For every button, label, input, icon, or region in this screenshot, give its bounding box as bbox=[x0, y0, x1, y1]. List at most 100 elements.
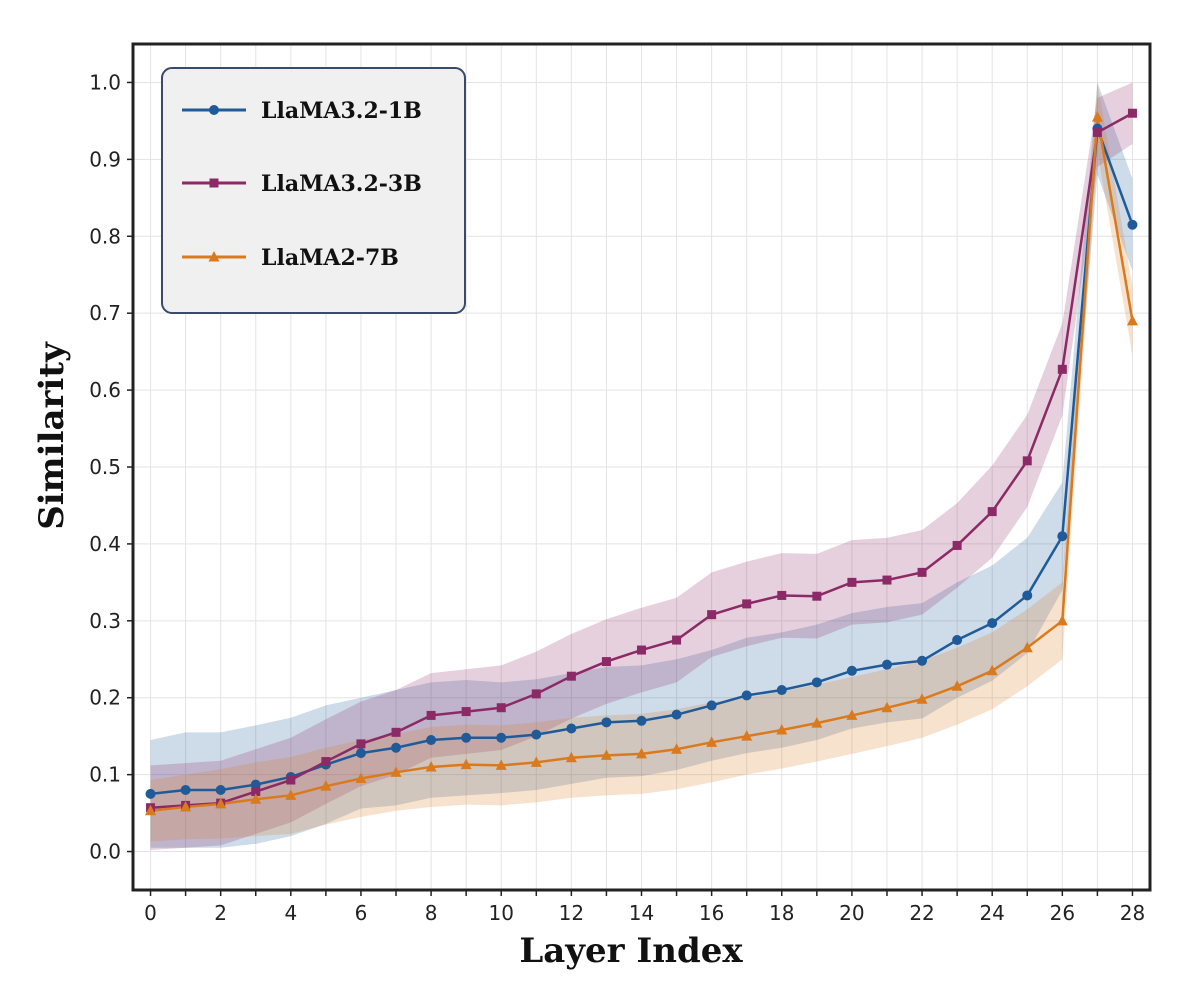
x-tick-label: 22 bbox=[909, 901, 934, 925]
confidence-band-2 bbox=[150, 82, 1133, 851]
data-point-2 bbox=[987, 507, 997, 517]
data-point-3 bbox=[846, 709, 858, 720]
data-point-2 bbox=[1057, 364, 1067, 374]
data-point-2 bbox=[742, 599, 752, 609]
data-point-2 bbox=[496, 703, 506, 713]
series-markers bbox=[145, 108, 1138, 816]
data-point-2 bbox=[286, 775, 296, 785]
data-point-3 bbox=[636, 747, 647, 759]
data-point-2 bbox=[461, 707, 471, 717]
y-axis-title: Similarity bbox=[32, 341, 72, 530]
data-point-2 bbox=[251, 787, 261, 797]
data-point-1 bbox=[531, 729, 542, 740]
y-tick-label: 0.3 bbox=[89, 609, 121, 633]
data-point-1 bbox=[811, 677, 822, 688]
data-point-3 bbox=[390, 766, 402, 777]
data-point-1 bbox=[917, 655, 928, 666]
data-point-3 bbox=[706, 736, 718, 747]
data-point-1 bbox=[636, 715, 647, 726]
data-point-3 bbox=[425, 760, 437, 772]
data-point-3 bbox=[530, 756, 542, 767]
data-point-2 bbox=[566, 671, 576, 681]
data-point-3 bbox=[1126, 314, 1138, 326]
data-point-3 bbox=[986, 664, 998, 676]
data-point-3 bbox=[776, 724, 788, 735]
legend-entries: LlaMA3.2-1B LlaMA3.2-3B LlaMA2-7B bbox=[182, 98, 422, 271]
x-tick-label: 26 bbox=[1050, 901, 1075, 925]
data-point-3 bbox=[460, 758, 472, 770]
legend-label: LlaMA3.2-3B bbox=[261, 171, 422, 197]
data-point-1 bbox=[671, 709, 682, 720]
y-tick-label: 0.4 bbox=[89, 532, 121, 556]
x-tick-label: 18 bbox=[769, 901, 794, 925]
confidence-band-3 bbox=[150, 82, 1133, 842]
y-tick-label: 0.2 bbox=[89, 686, 121, 710]
confidence-bands bbox=[150, 82, 1133, 851]
x-tick-label: 4 bbox=[284, 901, 297, 925]
data-point-2 bbox=[356, 739, 366, 749]
y-tick-label: 0.8 bbox=[89, 224, 121, 248]
y-tick-label: 0.1 bbox=[89, 763, 121, 787]
legend-swatch-marker bbox=[208, 251, 220, 262]
data-point-1 bbox=[355, 748, 366, 759]
data-point-1 bbox=[426, 735, 437, 746]
data-point-2 bbox=[637, 645, 646, 655]
data-point-2 bbox=[917, 567, 927, 577]
x-tick-label: 10 bbox=[488, 901, 513, 925]
x-tick-label: 12 bbox=[559, 901, 584, 925]
data-point-1 bbox=[846, 665, 857, 676]
data-point-3 bbox=[916, 693, 928, 704]
x-tick-label: 6 bbox=[355, 901, 368, 925]
data-point-3 bbox=[811, 717, 823, 728]
y-tick-label: 0.7 bbox=[89, 301, 121, 325]
data-point-1 bbox=[496, 732, 507, 743]
data-point-2 bbox=[391, 727, 401, 737]
data-point-1 bbox=[952, 635, 963, 646]
legend-swatch-marker bbox=[209, 105, 219, 115]
data-point-2 bbox=[777, 590, 787, 600]
y-tick-label: 0.6 bbox=[89, 378, 121, 402]
data-point-3 bbox=[741, 730, 753, 741]
data-point-3 bbox=[180, 800, 192, 812]
data-point-2 bbox=[952, 540, 962, 550]
data-point-3 bbox=[1091, 111, 1103, 122]
y-tick-label: 0.5 bbox=[89, 455, 121, 479]
y-tick-label: 1.0 bbox=[89, 70, 121, 94]
data-point-3 bbox=[565, 751, 577, 763]
data-point-3 bbox=[881, 701, 893, 713]
data-point-3 bbox=[320, 780, 332, 791]
data-point-1 bbox=[1127, 219, 1138, 230]
legend-label: LlaMA3.2-1B bbox=[261, 98, 422, 124]
data-point-2 bbox=[707, 610, 717, 620]
data-point-3 bbox=[600, 749, 612, 760]
data-point-1 bbox=[461, 732, 472, 743]
legend-label: LlaMA2-7B bbox=[261, 245, 399, 271]
data-point-2 bbox=[847, 577, 857, 587]
data-point-2 bbox=[531, 689, 541, 699]
data-point-3 bbox=[1056, 614, 1068, 626]
data-point-1 bbox=[881, 659, 892, 670]
x-axis-title: Layer Index bbox=[519, 931, 743, 971]
data-point-2 bbox=[1127, 108, 1137, 118]
data-point-3 bbox=[215, 797, 227, 809]
data-point-1 bbox=[1022, 590, 1033, 601]
data-point-1 bbox=[706, 700, 717, 711]
x-tick-label: 20 bbox=[839, 901, 864, 925]
data-point-3 bbox=[355, 772, 367, 783]
x-tick-label: 24 bbox=[979, 901, 1004, 925]
data-point-1 bbox=[180, 785, 191, 796]
data-point-3 bbox=[495, 759, 507, 770]
x-tick-label: 14 bbox=[629, 901, 654, 925]
data-point-2 bbox=[812, 591, 822, 601]
data-point-2 bbox=[321, 757, 331, 767]
y-tick-label: 0.0 bbox=[89, 840, 121, 864]
data-point-1 bbox=[776, 685, 787, 696]
data-point-2 bbox=[426, 710, 436, 720]
data-point-3 bbox=[671, 743, 683, 754]
y-tick-label: 0.9 bbox=[89, 147, 121, 171]
x-tick-label: 0 bbox=[144, 901, 157, 925]
data-point-1 bbox=[1057, 531, 1068, 542]
data-point-2 bbox=[882, 575, 892, 585]
